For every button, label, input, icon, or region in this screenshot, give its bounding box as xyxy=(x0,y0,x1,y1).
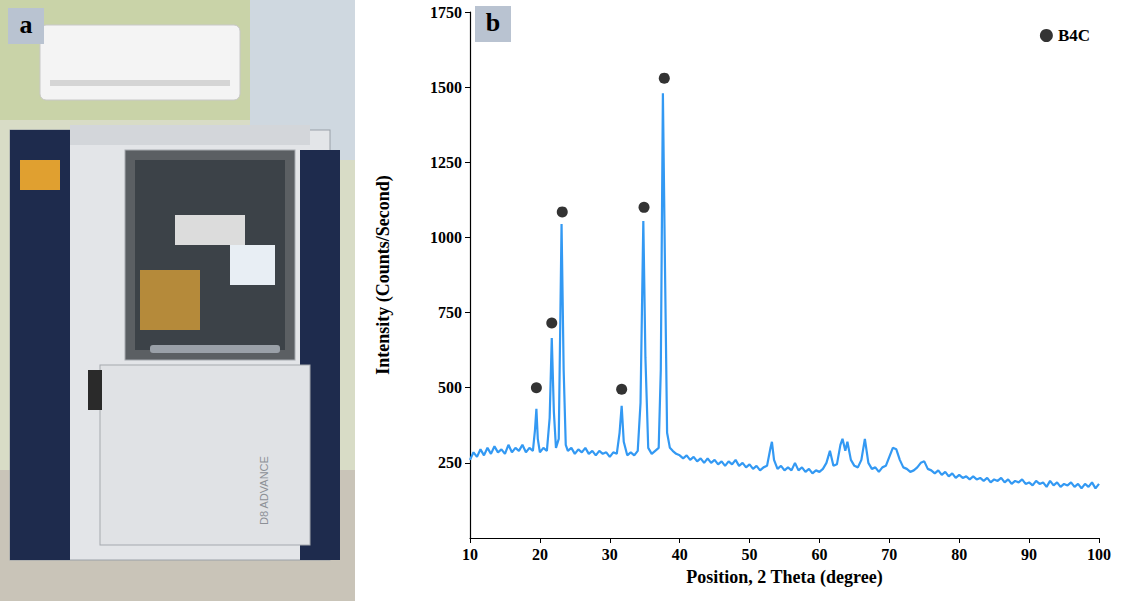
svg-text:1750: 1750 xyxy=(430,4,462,21)
svg-text:30: 30 xyxy=(602,546,618,563)
svg-text:250: 250 xyxy=(438,454,462,471)
svg-text:1500: 1500 xyxy=(430,79,462,96)
html-text:a: a xyxy=(19,10,33,39)
svg-text:B4C: B4C xyxy=(1058,26,1090,45)
svg-text:80: 80 xyxy=(951,546,967,563)
svg-text:90: 90 xyxy=(1021,546,1037,563)
svg-text:750: 750 xyxy=(438,304,462,321)
svg-text:500: 500 xyxy=(438,379,462,396)
svg-text:40: 40 xyxy=(672,546,688,563)
svg-text:Position, 2 Theta (degree): Position, 2 Theta (degree) xyxy=(686,567,882,588)
svg-text:70: 70 xyxy=(881,546,897,563)
svg-text:Intensity (Counts/Second): Intensity (Counts/Second) xyxy=(373,175,394,375)
svg-text:60: 60 xyxy=(811,546,827,563)
svg-text:D8 ADVANCE: D8 ADVANCE xyxy=(258,456,270,525)
html-text:b: b xyxy=(485,8,501,37)
svg-text:50: 50 xyxy=(742,546,758,563)
svg-text:1250: 1250 xyxy=(430,154,462,171)
svg-text:1000: 1000 xyxy=(430,229,462,246)
svg-text:100: 100 xyxy=(1087,546,1111,563)
svg-text:10: 10 xyxy=(462,546,478,563)
svg-text:20: 20 xyxy=(532,546,548,563)
